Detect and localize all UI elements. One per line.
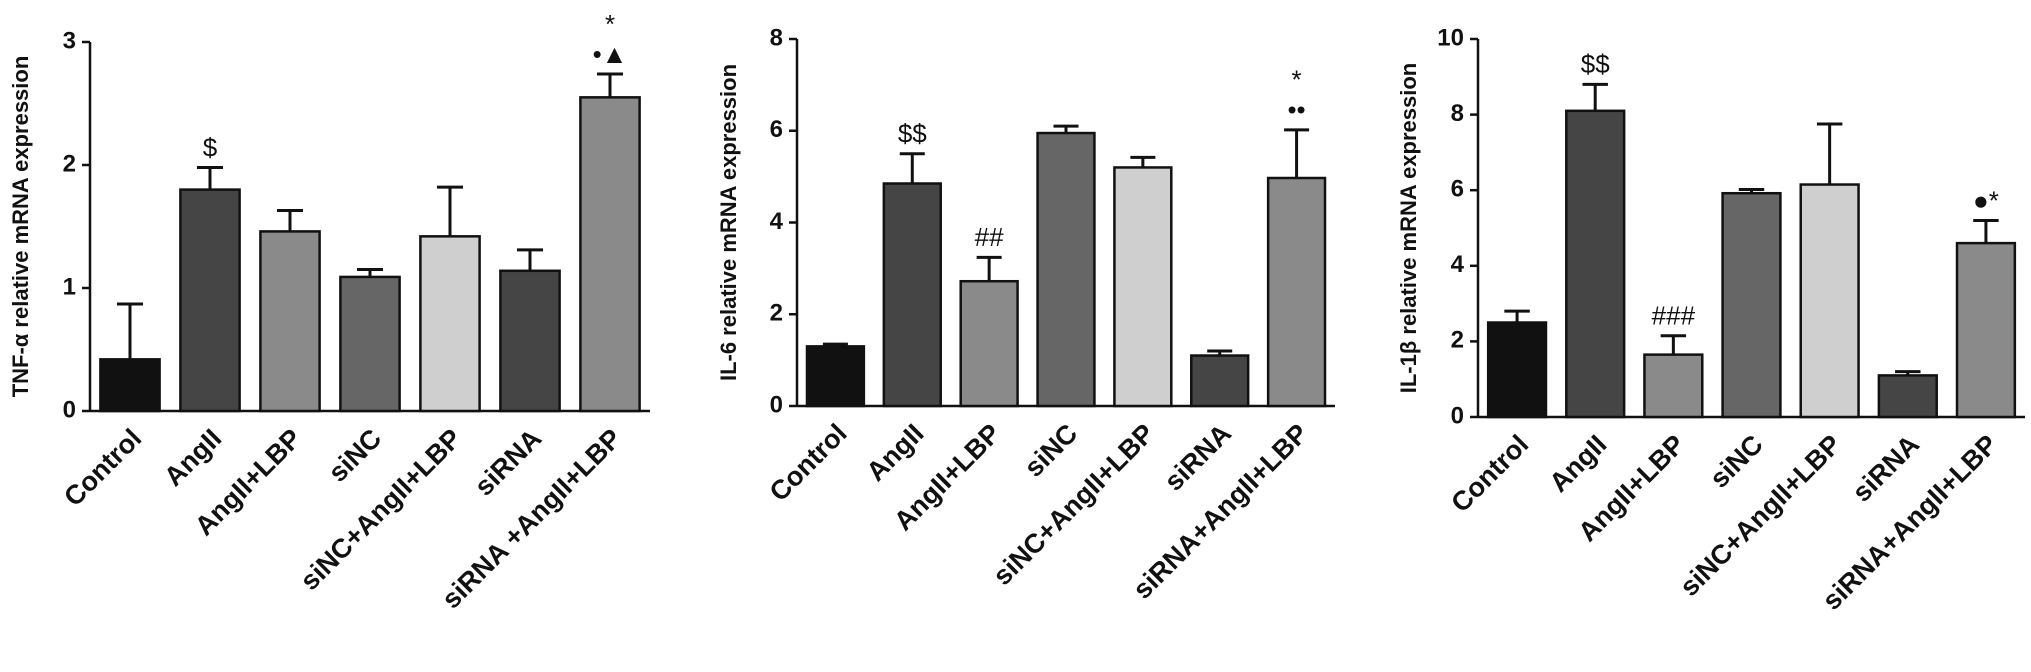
bar [1486,321,1548,419]
bar [882,182,942,408]
x-tick-label: siNC [323,423,388,488]
annotation: ●* [1973,185,1999,215]
x-tick-label: siNC [1019,418,1084,483]
y-tick-label: 4 [1451,251,1465,278]
bar [1266,176,1327,408]
x-tick-label: AngII [158,423,227,492]
annotation: •• [1287,95,1305,125]
bar [1799,183,1860,419]
annotation: $$ [1581,49,1610,79]
x-tick-label: AngII [1544,429,1613,498]
bar [339,275,401,413]
annotation: $$ [898,119,927,149]
y-tick-label: 2 [770,300,783,327]
y-tick-label: 0 [770,391,783,418]
y-tick-label: 2 [1451,327,1464,354]
bar [259,230,321,413]
bar [1877,374,1938,419]
bar [1565,109,1626,419]
y-tick-label: 8 [1451,100,1464,127]
x-tick-label: siRNA [1847,429,1925,507]
y-tick-label: 0 [63,396,76,423]
bar [1113,166,1173,408]
bar [499,269,561,413]
bar [1721,191,1782,419]
y-tick-label: 1 [63,273,76,300]
x-tick-label: AngII [861,418,930,487]
bar [1190,354,1250,408]
annotation: $ [203,132,218,162]
x-tick-label: siRNA [469,423,547,501]
y-axis-label: IL-6 relative mRNA expression [716,64,741,381]
y-tick-label: 0 [1451,402,1464,429]
bar [99,358,161,413]
annotation: ### [1652,301,1696,331]
annotation: ## [975,222,1004,252]
y-tick-label: 2 [63,150,76,177]
y-tick-label: 4 [770,208,784,235]
bar [419,235,481,413]
bar [959,279,1019,408]
y-tick-label: 8 [770,24,783,51]
annotation: * [1292,65,1302,95]
x-tick-label: Control [1445,429,1534,518]
y-tick-label: 6 [770,116,783,143]
y-tick-label: 6 [1451,176,1464,203]
bar [1955,241,2017,419]
x-tick-label: Control [58,423,147,512]
bar [179,188,241,413]
x-tick-label: Control [764,418,853,507]
y-axis-label: IL-1β relative mRNA expression [1396,63,1421,394]
y-axis-label: TNF-α relative mRNA expression [8,56,33,398]
bar [1036,131,1096,408]
y-tick-label: 10 [1437,24,1464,51]
annotation: * [605,9,615,39]
annotation: •▲ [593,39,628,69]
bar [805,345,866,408]
bar [1643,353,1704,419]
y-tick-label: 3 [63,27,76,54]
bar [579,96,641,413]
x-tick-label: siNC [1704,429,1769,494]
